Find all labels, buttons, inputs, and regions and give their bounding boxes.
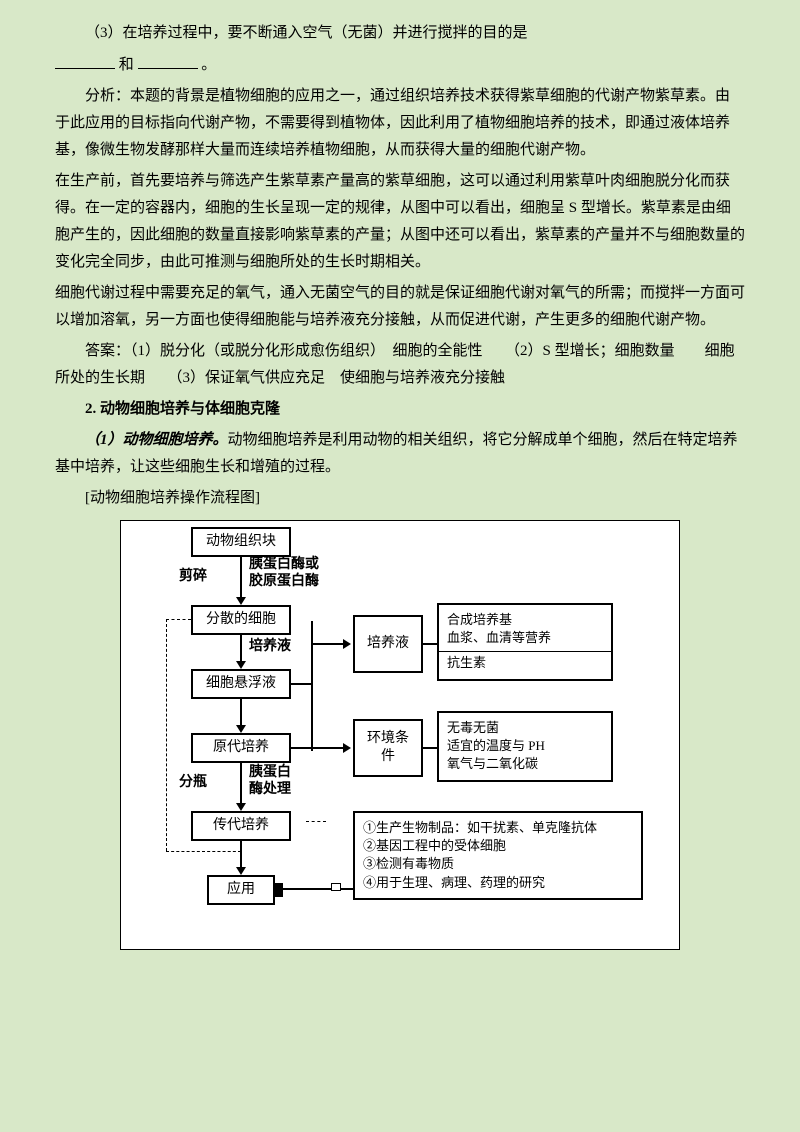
analysis-text-2: 在生产前，首先要培养与筛选产生紫草素产量高的紫草细胞，这可以通过利用紫草叶肉细胞… [55, 173, 745, 270]
arrow-5-head [236, 867, 246, 875]
node-tissue-block: 动物组织块 [191, 527, 291, 557]
side-medium-body: 合成培养基 血浆、血清等营养 抗生素 [437, 603, 613, 681]
side1-b: 血浆、血清等营养 [447, 629, 603, 647]
conn-from-col-1 [291, 683, 313, 685]
conn-2b-line [423, 747, 437, 749]
conn-2-head [343, 743, 351, 753]
side2-a: 无毒无菌 [447, 719, 603, 737]
side1-c: 抗生素 [447, 654, 603, 672]
side-medium-title: 培养液 [353, 615, 423, 673]
conn-2-line [313, 747, 343, 749]
flowchart-title: [动物细胞培养操作流程图] [55, 485, 745, 512]
side3-c: ③检测有毒物质 [363, 855, 633, 873]
label-enzyme-2: 胰蛋白 酶处理 [249, 765, 291, 799]
answer-text: 答案：（1）脱分化（或脱分化形成愈伤组织） 细胞的全能性 （2）S 型增长；细胞… [55, 343, 735, 386]
analysis-p3: 细胞代谢过程中需要充足的氧气，通入无菌空气的目的就是保证细胞代谢对氧气的所需；而… [55, 280, 745, 334]
conn-1-line [313, 643, 343, 645]
side2-b: 适宜的温度与 PH [447, 737, 603, 755]
node-subculture: 传代培养 [191, 811, 291, 841]
h2-text: 2. 动物细胞培养与体细胞克隆 [85, 401, 280, 417]
q3-blanks-line: 和 。 [55, 51, 745, 79]
topic-1-bold: （1）动物细胞培养。 [85, 432, 228, 448]
analysis-p2: 在生产前，首先要培养与筛选产生紫草素产量高的紫草细胞，这可以通过利用紫草叶肉细胞… [55, 168, 745, 276]
side3-b: ②基因工程中的受体细胞 [363, 837, 633, 855]
analysis-label: 分析： [85, 88, 130, 104]
node-application: 应用 [207, 875, 275, 905]
conn-3-line [283, 888, 333, 890]
dash-bottom [166, 851, 241, 852]
analysis-p1: 分析：本题的背景是植物细胞的应用之一，通过组织培养技术获得紫草细胞的代谢产物紫草… [55, 83, 745, 164]
q3-end: 。 [201, 57, 216, 73]
label-enzyme-1: 胰蛋白酶或 胶原蛋白酶 [249, 557, 319, 591]
arrow-1-head [236, 597, 246, 605]
analysis-text-3: 细胞代谢过程中需要充足的氧气，通入无菌空气的目的就是保证细胞代谢对氧气的所需；而… [55, 285, 745, 328]
label-medium: 培养液 [249, 639, 291, 656]
arrow-4-line [240, 761, 242, 805]
arrow-1-line [240, 555, 242, 599]
side-env-body: 无毒无菌 适宜的温度与 PH 氧气与二氧化碳 [437, 711, 613, 782]
flowchart: 动物组织块 剪碎 胰蛋白酶或 胶原蛋白酶 分散的细胞 培养液 细胞悬浮液 原代培… [120, 520, 680, 950]
node-primary-culture: 原代培养 [191, 733, 291, 763]
dash-left [166, 619, 167, 851]
conn-1b-line [423, 643, 437, 645]
q3-and: 和 [119, 57, 134, 73]
q3-text: （3）在培养过程中，要不断通入空气（无菌）并进行搅拌的目的是 [85, 25, 528, 41]
arrow-4-head [236, 803, 246, 811]
side-env-title: 环境条件 [353, 719, 423, 777]
arrow-3-head [236, 725, 246, 733]
dash-top [166, 619, 191, 620]
label-split: 分瓶 [179, 775, 207, 792]
conn-vert [311, 621, 313, 751]
side1-a: 合成培养基 [447, 611, 603, 629]
blank-2 [138, 51, 198, 69]
conn-1-head [343, 639, 351, 649]
topic-1-para: （1）动物细胞培养。动物细胞培养是利用动物的相关组织，将它分解成单个细胞，然后在… [55, 427, 745, 481]
heading-2: 2. 动物细胞培养与体细胞克隆 [55, 396, 745, 423]
analysis-text-1: 本题的背景是植物细胞的应用之一，通过组织培养技术获得紫草细胞的代谢产物紫草素。由… [55, 88, 730, 158]
conn-from-col-2 [291, 747, 313, 749]
side-apps-body: ①生产生物制品：如干扰素、单克隆抗体 ②基因工程中的受体细胞 ③检测有毒物质 ④… [353, 811, 643, 900]
side3-d: ④用于生理、病理、药理的研究 [363, 874, 633, 892]
blank-1 [55, 51, 115, 69]
dash-app-top [306, 821, 326, 822]
arrow-2-line [240, 633, 242, 663]
arrow-5-line [240, 839, 242, 869]
node-dispersed-cells: 分散的细胞 [191, 605, 291, 635]
question-3: （3）在培养过程中，要不断通入空气（无菌）并进行搅拌的目的是 [55, 20, 745, 47]
pin-1 [275, 883, 283, 897]
pin-2 [331, 883, 341, 891]
side3-a: ①生产生物制品：如干扰素、单克隆抗体 [363, 819, 633, 837]
node-suspension: 细胞悬浮液 [191, 669, 291, 699]
label-cut: 剪碎 [179, 569, 207, 586]
side2-c: 氧气与二氧化碳 [447, 755, 603, 773]
answer-line: 答案：（1）脱分化（或脱分化形成愈伤组织） 细胞的全能性 （2）S 型增长；细胞… [55, 338, 745, 392]
arrow-3-line [240, 697, 242, 727]
conn-3b-line [341, 888, 353, 890]
arrow-2-head [236, 661, 246, 669]
flow-title-text: [动物细胞培养操作流程图] [85, 490, 260, 506]
